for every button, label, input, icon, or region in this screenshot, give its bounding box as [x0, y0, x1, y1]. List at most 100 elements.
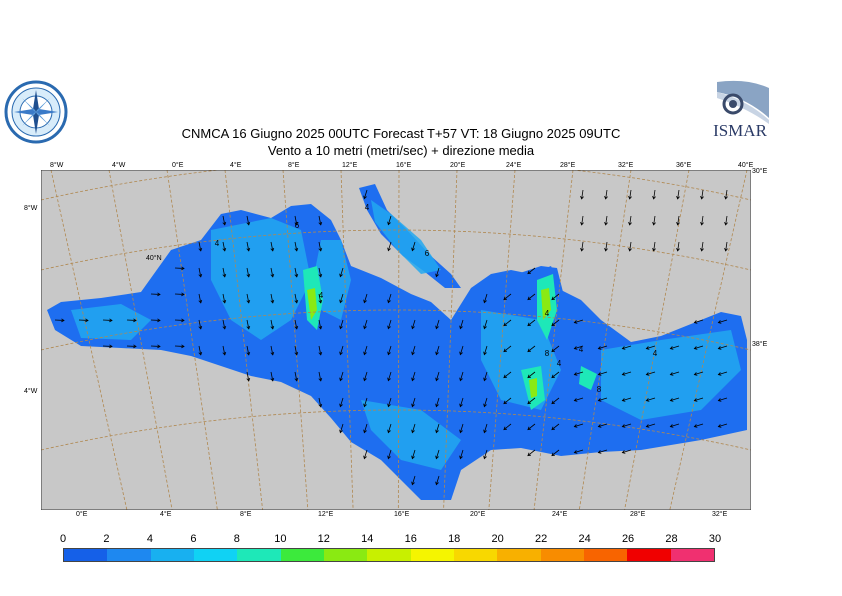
wind-arrow-head	[483, 377, 487, 382]
wind-arrow-head	[222, 247, 227, 252]
wind-arrow-head	[527, 270, 531, 275]
wind-arrow-shaft	[411, 449, 416, 459]
wind-arrow-shaft	[581, 241, 584, 251]
wind-arrow-head	[109, 344, 113, 349]
wind-arrow-shaft	[527, 423, 536, 430]
wind-arrow-head	[435, 325, 439, 330]
wind-arrow-head	[724, 221, 728, 226]
longitude-line	[624, 170, 690, 510]
wind-arrow-head	[527, 374, 531, 379]
wind-arrow-head	[222, 273, 227, 278]
wind-arrow-head	[411, 455, 415, 460]
contour-label: 6	[295, 221, 300, 230]
wind-arrow-shaft	[222, 319, 226, 329]
wind-arrow-head	[387, 403, 391, 408]
wind-arrow-head	[527, 426, 531, 431]
wind-arrow-shaft	[363, 319, 368, 329]
wind-arrow-head	[363, 325, 367, 330]
colorbar-label: 0	[59, 533, 67, 545]
colorbar-label: 28	[665, 533, 678, 545]
longitude-line	[224, 170, 264, 510]
wind-arrow-shaft	[725, 189, 728, 199]
wind-arrow-head	[294, 221, 299, 226]
wind-arrow-head	[551, 322, 555, 327]
wind-arrow-shaft	[629, 215, 632, 225]
chart-subtitle: Vento a 10 metri (metri/sec) + direzione…	[267, 143, 535, 158]
wind-arrow-shaft	[387, 397, 392, 407]
wind-arrow-head	[411, 325, 415, 330]
wind-arrow-head	[573, 372, 578, 376]
wind-arrow-shaft	[503, 371, 512, 378]
wind-arrow-shaft	[435, 449, 440, 459]
wind-arrow-head	[551, 348, 555, 353]
wind-arrow-head	[339, 429, 343, 434]
wind-arrow-head	[363, 351, 367, 356]
contour-label: 4	[545, 309, 550, 318]
wind-arrow-head	[411, 247, 415, 252]
wind-arrow-head	[652, 195, 656, 200]
wind-arrow-shaft	[318, 319, 322, 329]
wind-arrow-shaft	[622, 423, 632, 428]
wind-arrow-head	[222, 299, 227, 304]
wind-arrow-head	[363, 429, 367, 434]
wind-arrow-shaft	[551, 449, 560, 456]
wind-arrow-shaft	[435, 423, 440, 433]
wind-arrow-head	[483, 429, 487, 434]
wind-arrow-shaft	[670, 423, 680, 428]
wind-arrow-head	[483, 351, 487, 356]
wind-arrow-head	[483, 455, 487, 460]
wind-arrow-shaft	[339, 267, 344, 277]
wind-zone-8-10	[579, 366, 597, 390]
wind-arrow-head	[597, 372, 602, 376]
wind-arrow-head	[387, 325, 391, 330]
wind-arrow-head	[270, 247, 275, 252]
wind-arrow-shaft	[598, 371, 608, 376]
wind-arrow-shaft	[718, 319, 728, 324]
wind-arrow-head	[339, 351, 343, 356]
wind-arrow-shaft	[551, 345, 560, 352]
wind-arrow-head	[387, 299, 391, 304]
wind-arrow-head	[270, 273, 275, 278]
wind-arrow-head	[669, 424, 674, 428]
wind-arrow-head	[669, 372, 674, 376]
wind-arrow-shaft	[677, 189, 680, 199]
wind-arrow-shaft	[339, 319, 344, 329]
wind-arrow-head	[198, 299, 203, 304]
wind-arrow-shaft	[574, 423, 584, 428]
wind-arrow-head	[717, 320, 722, 324]
wind-arrow-head	[318, 273, 323, 278]
wind-arrow-shaft	[646, 397, 656, 402]
wind-arrow-shaft	[605, 241, 608, 251]
wind-arrow-shaft	[459, 345, 464, 355]
wind-arrow-head	[363, 195, 367, 200]
wind-arrow-shaft	[527, 345, 536, 352]
longitude-line	[533, 170, 574, 510]
wind-arrow-head	[411, 403, 415, 408]
colorbar-label: 6	[190, 533, 197, 545]
wind-arrow-shaft	[677, 215, 680, 225]
wind-arrow-shaft	[598, 449, 608, 454]
wind-arrow-shaft	[629, 241, 632, 251]
wind-arrow-head	[387, 377, 391, 382]
wind-arrow-shaft	[435, 475, 440, 485]
wind-arrow-head	[85, 318, 89, 323]
wind-arrow-shaft	[551, 319, 560, 326]
wind-arrow-shaft	[318, 215, 322, 225]
wind-arrow-head	[339, 403, 343, 408]
wind-arrow-shaft	[551, 371, 560, 378]
bottom-longitude-label: 32°E	[712, 511, 728, 518]
wind-arrow-head	[573, 424, 578, 428]
colorbar-segment	[583, 549, 628, 561]
wind-arrow-head	[435, 481, 439, 486]
top-longitude-label: 12°E	[342, 162, 358, 169]
wind-arrow-shaft	[483, 397, 488, 407]
wind-arrow-shaft	[646, 345, 656, 350]
wind-arrow-shaft	[527, 319, 536, 326]
wind-arrow-shaft	[363, 371, 368, 381]
colorbar-label: 4	[146, 533, 153, 545]
wind-arrow-shaft	[435, 267, 440, 277]
wind-arrow-head	[459, 455, 463, 460]
wind-zone-12-14	[541, 288, 551, 320]
wind-arrow-shaft	[270, 241, 274, 251]
wind-arrow-shaft	[598, 397, 608, 402]
